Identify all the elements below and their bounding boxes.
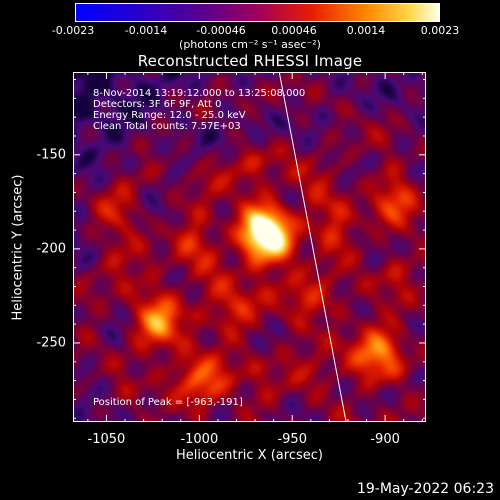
y-tick-label: -200 xyxy=(36,241,66,257)
colorbar-tick-label: 0.0023 xyxy=(420,24,460,37)
x-tick-label: -950 xyxy=(277,432,307,447)
colorbar-tick-label: -0.0014 xyxy=(124,24,168,37)
colorbar-tick-label: -0.0023 xyxy=(51,24,95,37)
colorbar-unit-label: (photons cm⁻² s⁻¹ asec⁻²) xyxy=(179,38,321,51)
peak-position-annotation: Position of Peak = [-963,-191] xyxy=(93,397,243,408)
colorbar xyxy=(75,3,440,22)
x-tick-label: -1050 xyxy=(87,432,126,447)
plot-area: 8-Nov-2014 13:19:12.000 to 13:25:08.000 … xyxy=(73,71,426,423)
colorbar-tick-label: -0.00046 xyxy=(196,24,246,37)
x-tick-label: -1000 xyxy=(180,432,219,447)
colorbar-tick-label: 0.00046 xyxy=(271,24,317,37)
energy-range-annotation: Energy Range: 12.0 - 25.0 keV xyxy=(93,110,246,121)
colorbar-tick-label: 0.0014 xyxy=(346,24,386,37)
chart-title: Reconstructed RHESSI Image xyxy=(137,52,363,70)
x-tick-label: -900 xyxy=(370,432,400,447)
counts-annotation: Clean Total counts: 7.57E+03 xyxy=(93,121,241,132)
timestamp-footer: 19-May-2022 06:23 xyxy=(356,481,494,497)
axis-ticks xyxy=(73,72,426,422)
heatmap-image xyxy=(73,72,426,422)
plot-frame xyxy=(73,72,426,422)
detectors-annotation: Detectors: 3F 6F 9F, Att 0 xyxy=(93,99,222,110)
y-tick-label: -250 xyxy=(36,335,66,351)
x-axis-label: Heliocentric X (arcsec) xyxy=(176,448,323,463)
solar-limb-line xyxy=(278,71,347,423)
y-axis-label: Heliocentric Y (arcsec) xyxy=(10,174,26,321)
plot-overlay xyxy=(73,71,426,423)
time-range-annotation: 8-Nov-2014 13:19:12.000 to 13:25:08.000 xyxy=(93,88,306,99)
y-tick-label: -150 xyxy=(36,147,66,163)
